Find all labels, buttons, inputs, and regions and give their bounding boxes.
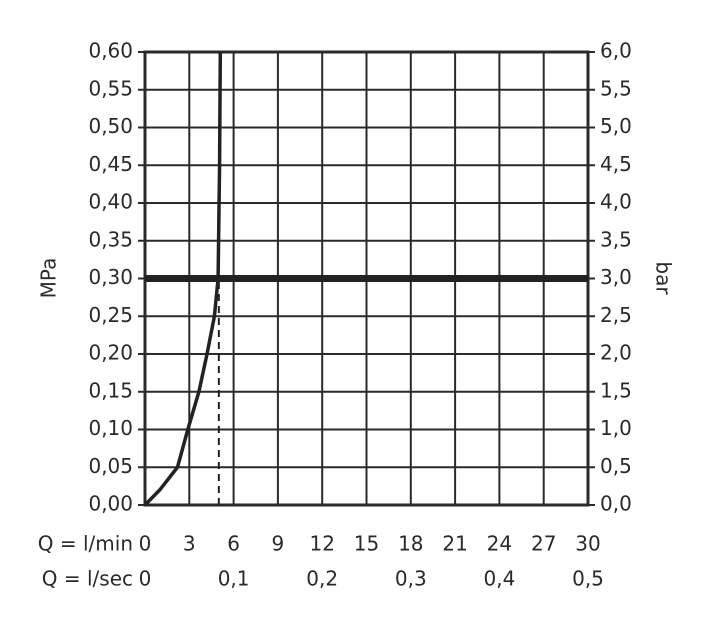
x-axis-label: Q = l/min [38, 532, 133, 556]
x-tick-label: 9 [272, 532, 285, 556]
y-tick-label: 0,45 [88, 152, 133, 176]
y-axis-label: MPa [37, 258, 61, 299]
y-tick-label: 0,20 [88, 341, 133, 365]
y-tick-label: 0,35 [88, 227, 133, 251]
curve [143, 51, 223, 507]
x-tick-label: 12 [309, 532, 334, 556]
y2-tick-label: 2,0 [600, 341, 632, 365]
y-tick-label: 0,50 [88, 114, 133, 138]
y-tick-label: 0,30 [88, 265, 133, 289]
y2-tick-label: 4,0 [600, 190, 632, 214]
y2-tick-label: 1,0 [600, 416, 632, 440]
y2-tick-label: 5,5 [600, 76, 632, 100]
x-tick-label: 21 [442, 532, 467, 556]
x-tick-label: 3 [183, 532, 196, 556]
y2-tick-label: 0,5 [600, 454, 632, 478]
x-tick-label: 15 [354, 532, 379, 556]
x-tick-label: 27 [531, 532, 556, 556]
y-tick-label: 0,15 [88, 378, 133, 402]
y2-tick-label: 5,0 [600, 114, 632, 138]
x-tick-label: 24 [487, 532, 512, 556]
x2-tick-label: 0,3 [395, 567, 427, 591]
y-tick-label: 0,55 [88, 76, 133, 100]
x2-tick-label: 0,5 [572, 567, 604, 591]
y-tick-label: 0,60 [88, 39, 133, 63]
y-tick-label: 0,00 [88, 492, 133, 516]
y2-tick-label: 2,5 [600, 303, 632, 327]
y2-tick-label: 3,5 [600, 227, 632, 251]
y2-tick-label: 6,0 [600, 39, 632, 63]
y2-tick-label: 3,0 [600, 265, 632, 289]
y-tick-label: 0,05 [88, 454, 133, 478]
y2-tick-label: 0,0 [600, 492, 632, 516]
y2-axis-label: bar [652, 261, 676, 295]
y2-tick-label: 4,5 [600, 152, 632, 176]
x-tick-label: 30 [575, 532, 600, 556]
x2-axis-label: Q = l/sec [42, 567, 133, 591]
x2-tick-label: 0,2 [306, 567, 338, 591]
x-tick-label: 0 [139, 532, 152, 556]
x-tick-label: 6 [227, 532, 240, 556]
x-tick-label: 18 [398, 532, 423, 556]
y-tick-label: 0,10 [88, 416, 133, 440]
x2-tick-label: 0,1 [218, 567, 250, 591]
y-tick-label: 0,25 [88, 303, 133, 327]
y-tick-label: 0,40 [88, 190, 133, 214]
x2-tick-label: 0 [139, 567, 152, 591]
x2-tick-label: 0,4 [483, 567, 515, 591]
y2-tick-label: 1,5 [600, 378, 632, 402]
